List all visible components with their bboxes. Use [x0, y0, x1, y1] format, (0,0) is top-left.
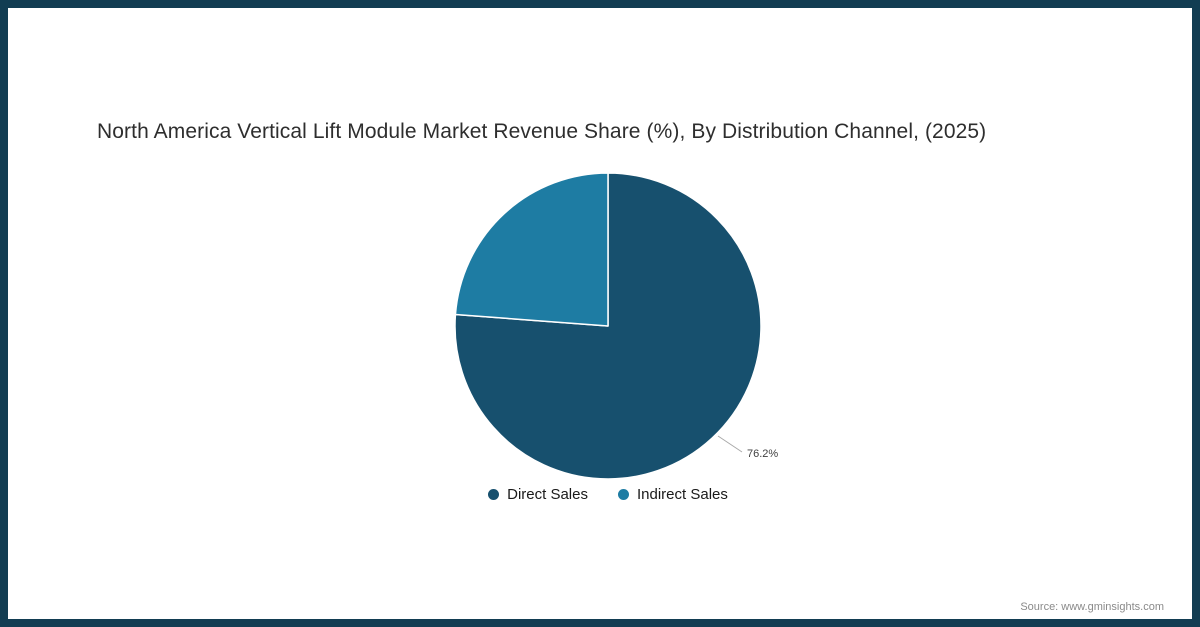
legend: Direct Sales Indirect Sales — [8, 486, 1192, 503]
legend-label-direct-sales: Direct Sales — [507, 486, 588, 503]
pie-slice-direct-sales — [454, 172, 762, 480]
legend-item-direct-sales: Direct Sales — [488, 486, 588, 503]
legend-swatch-indirect-sales — [617, 489, 629, 500]
pie-slices — [454, 172, 762, 480]
pie-chart-svg: 76.2% — [454, 172, 778, 480]
legend-swatch-direct-sales — [488, 489, 500, 500]
source-attribution: Source: www.gminsights.com — [1020, 601, 1164, 613]
legend-item-indirect-sales: Indirect Sales — [617, 486, 728, 503]
chart-title: North America Vertical Lift Module Marke… — [97, 120, 987, 143]
pie-data-label: 76.2% — [747, 448, 778, 460]
label-leader-line — [717, 435, 743, 453]
legend-label-indirect-sales: Indirect Sales — [636, 486, 728, 503]
pie-slice-indirect-sales — [454, 172, 609, 327]
